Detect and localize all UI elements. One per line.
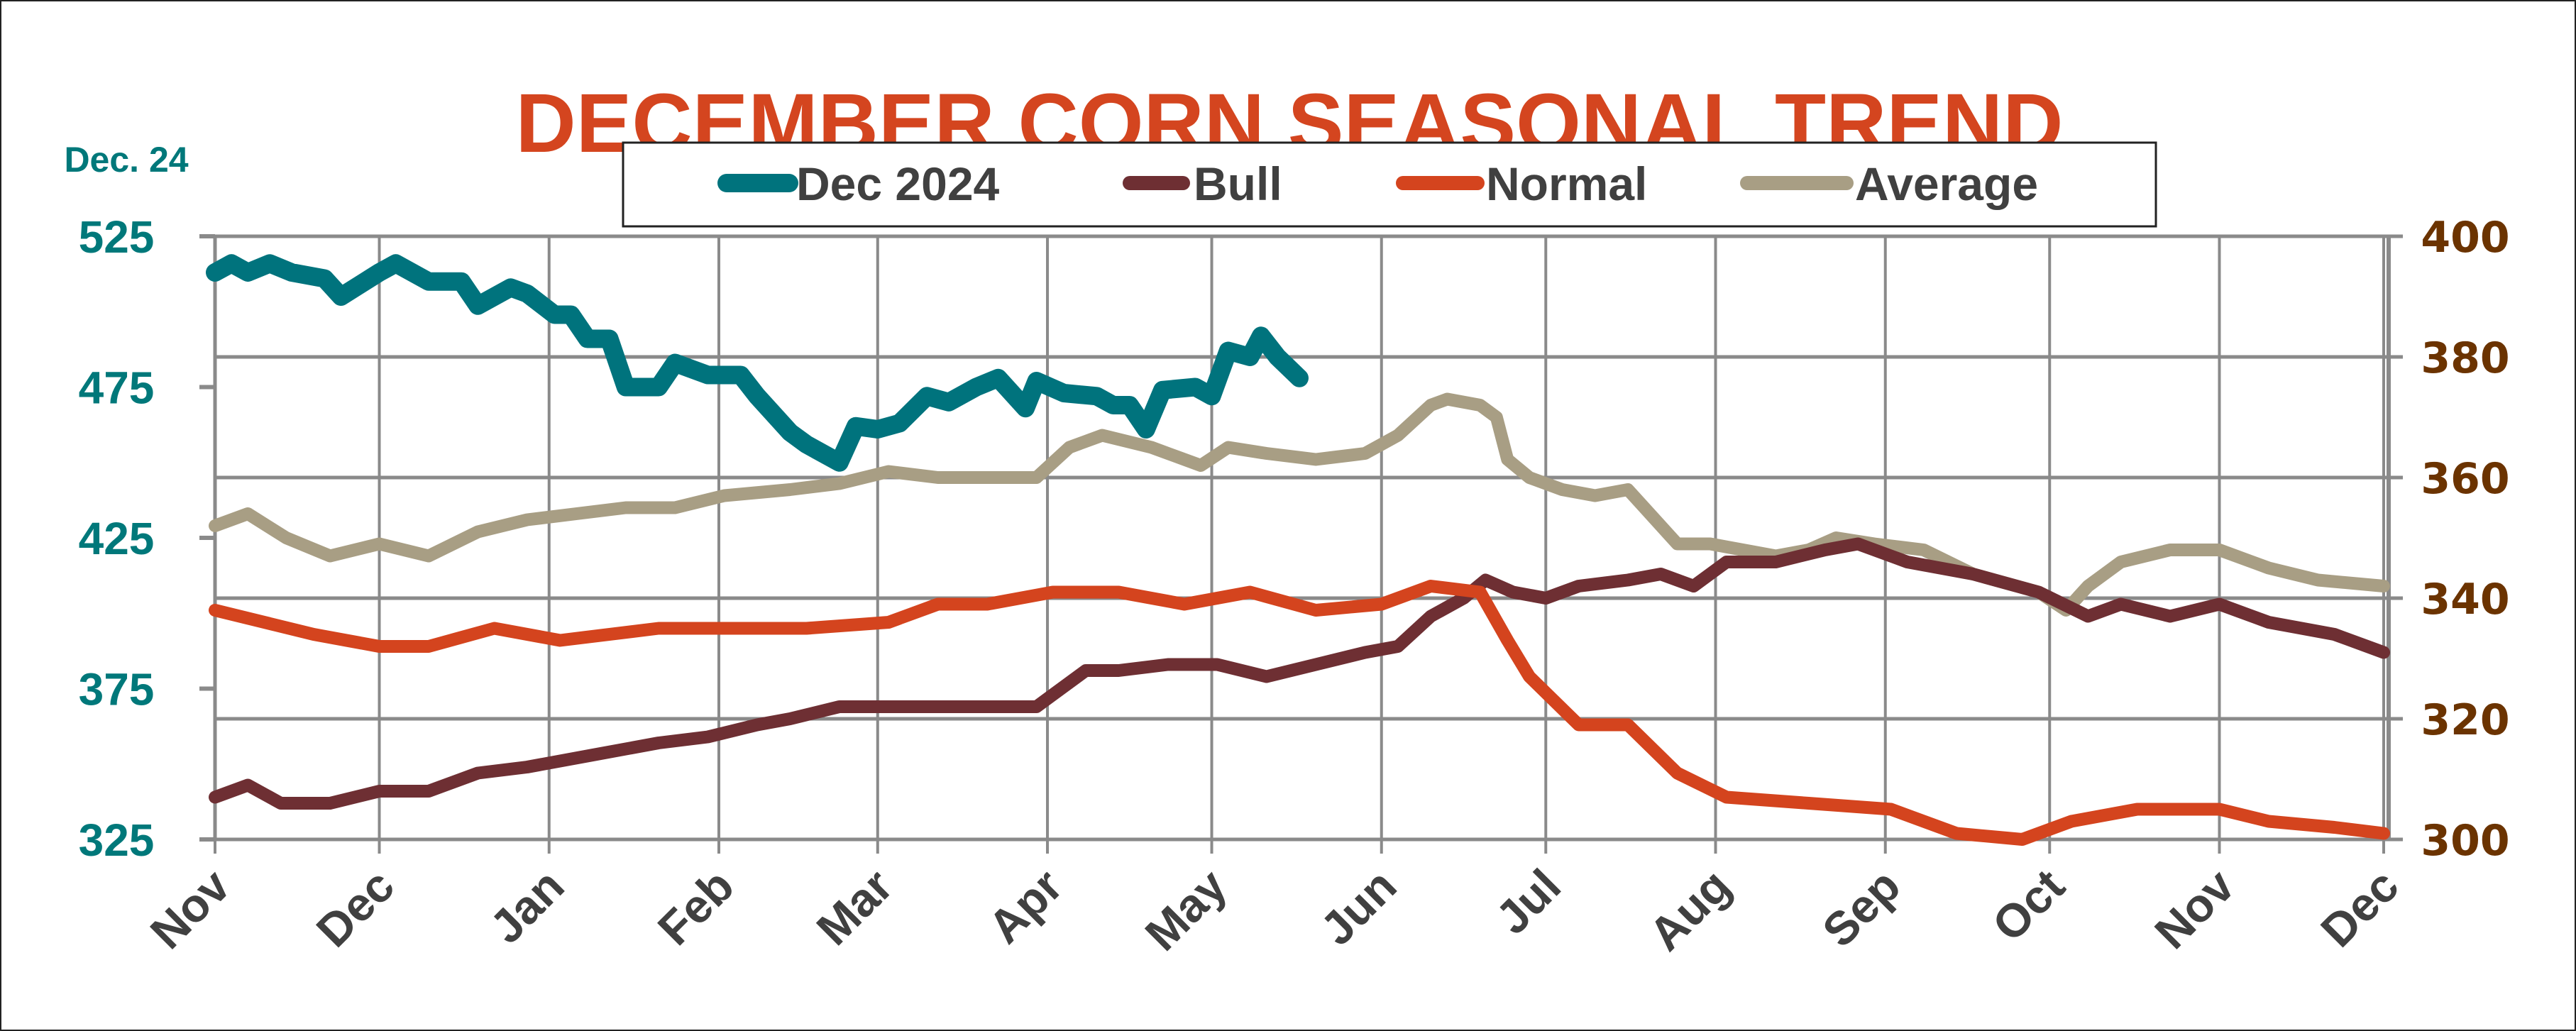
x-axis-month-label: Sep [1812,859,1910,957]
series-line-dec-2024 [206,254,1309,472]
right-axis-tick-label: 380 [2421,333,2509,383]
x-axis-month-label: Oct [1982,859,2074,952]
x-axis-month-label: Jun [1310,859,1406,955]
axes: 400 380 360 340 320 300 Nov Dec Jan Feb Mar Apr May J… [79,211,2510,961]
series-line-normal [209,580,2390,846]
left-axis-tick-label: 525 [79,211,155,263]
x-axis-month-label: Jul [1485,859,1570,944]
right-axis-tick-label: 360 [2421,454,2509,504]
series-line-bull [209,537,2390,810]
x-axis-month-label: Mar [806,859,902,955]
left-axis-tick-label: 375 [79,664,155,715]
left-axis-label: Dec. 24 [64,140,188,180]
right-axis-tick-label: 300 [2421,816,2509,866]
legend: Dec 2024 Bull Normal Average [622,141,2157,228]
right-axis-tick-label: 400 [2421,213,2509,263]
x-axis-month-label: May [1135,859,1236,960]
x-axis-month-label: Dec [2311,859,2409,957]
x-axis-month-label: Apr [978,859,1072,954]
series-lines [206,254,2390,846]
left-axis-tick-label: 325 [79,815,155,866]
x-axis-month-label: Aug [1639,859,1740,961]
legend-label-bull: Bull [1194,158,1282,210]
gridlines [213,234,2403,854]
right-axis-tick-label: 320 [2421,695,2509,745]
legend-label-average: Average [1855,158,2038,210]
legend-label-normal: Normal [1486,158,1647,210]
x-axis-month-label: Nov [2145,859,2245,959]
series-line-average [209,392,2390,617]
left-axis-tick-label: 475 [79,363,155,414]
legend-box [622,141,2157,228]
legend-label-dec-2024: Dec 2024 [796,158,1000,210]
x-axis-month-label: Jan [480,859,574,954]
x-axis-month-label: Feb [648,859,744,955]
right-axis-tick-label: 340 [2421,575,2509,624]
x-axis-month-label: Dec [306,859,404,957]
left-axis-tick-label: 425 [79,513,155,564]
x-axis-month-label: Nov [140,859,240,959]
